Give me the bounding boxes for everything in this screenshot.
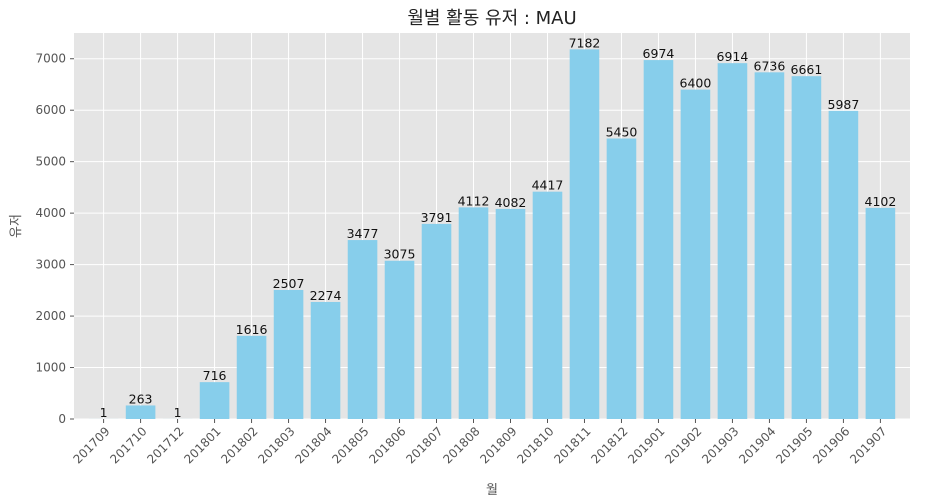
x-tick-label: 201906 [810, 424, 852, 466]
y-tick-label: 2000 [35, 309, 66, 323]
x-tick-label: 201809 [477, 424, 519, 466]
data-label: 716 [203, 368, 227, 383]
data-label: 5987 [828, 97, 860, 112]
x-tick-label: 201806 [366, 424, 408, 466]
x-tick-label: 201801 [181, 424, 223, 466]
data-label: 4082 [495, 195, 527, 210]
x-tick-label: 201901 [625, 424, 667, 466]
x-tick-label: 201807 [403, 424, 445, 466]
data-label: 3791 [421, 210, 453, 225]
bar [347, 240, 378, 419]
bar [865, 207, 896, 419]
bar [643, 60, 674, 419]
data-label: 2274 [310, 288, 342, 303]
x-tick-label: 201903 [699, 424, 741, 466]
bar [495, 208, 526, 419]
data-label: 4417 [532, 178, 564, 193]
data-label: 4112 [458, 193, 490, 208]
x-axis-label: 월 [486, 483, 498, 498]
data-label: 3075 [384, 247, 416, 262]
x-tick-label: 201709 [70, 424, 112, 466]
plot-background [74, 33, 910, 419]
x-tick-label: 201812 [588, 424, 630, 466]
bar [717, 63, 748, 420]
data-label: 6974 [643, 46, 675, 61]
data-label: 3477 [347, 226, 379, 241]
bar [310, 301, 341, 419]
x-tick-label: 201902 [662, 424, 704, 466]
x-tick-label: 201805 [329, 424, 371, 466]
x-tick-label: 201804 [292, 424, 334, 466]
x-tick-label: 201811 [551, 424, 593, 466]
y-axis-label: 유저 [9, 214, 24, 238]
y-tick-label: 4000 [35, 206, 66, 220]
data-label: 6400 [680, 76, 712, 91]
data-label: 1 [174, 405, 182, 420]
bar [606, 138, 637, 420]
y-tick-label: 0 [58, 412, 66, 426]
bar [421, 223, 452, 419]
bar [569, 49, 600, 420]
y-tick-label: 3000 [35, 258, 66, 272]
y-tick-label: 6000 [35, 103, 66, 117]
bars [88, 49, 896, 420]
bar [458, 207, 489, 419]
bar [680, 89, 711, 419]
data-label: 5450 [606, 125, 638, 140]
data-label: 2507 [273, 276, 305, 291]
data-label: 7182 [569, 35, 601, 50]
data-label: 4102 [865, 194, 897, 209]
data-labels: 1 263 1 716 1616 2507 2274 3477 3075 3791 4112 4082… [100, 35, 897, 420]
x-tick-label: 201710 [107, 424, 149, 466]
x-tick-label: 201712 [144, 424, 186, 466]
data-label: 6914 [717, 49, 749, 64]
bar [754, 72, 785, 420]
bar [791, 76, 822, 419]
x-tick-label: 201904 [736, 424, 778, 466]
x-tick-label: 201907 [847, 424, 889, 466]
x-tick-label: 201802 [218, 424, 260, 466]
bar [828, 110, 859, 419]
x-tick-label: 201905 [773, 424, 815, 466]
y-tick-label: 5000 [35, 155, 66, 169]
y-tick-label: 1000 [35, 361, 66, 375]
y-tick-label: 7000 [35, 52, 66, 66]
data-label: 6736 [754, 58, 786, 73]
bar [199, 382, 230, 419]
data-label: 6661 [791, 62, 823, 77]
bar [384, 260, 415, 419]
x-axis-ticks: 2017092017102017122018012018022018032018… [70, 419, 890, 467]
y-axis-ticks: 0 1000 2000 3000 4000 5000 6000 7000 [35, 52, 74, 426]
data-label: 1616 [236, 322, 268, 337]
x-tick-label: 201803 [255, 424, 297, 466]
data-label: 1 [100, 405, 108, 420]
x-tick-label: 201808 [440, 424, 482, 466]
bar [125, 405, 156, 419]
bar [236, 335, 267, 419]
data-label: 263 [129, 391, 153, 406]
chart-title: 월별 활동 유저 : MAU [407, 8, 576, 29]
x-tick-label: 201810 [514, 424, 556, 466]
bar [273, 289, 304, 419]
bar [532, 191, 563, 419]
